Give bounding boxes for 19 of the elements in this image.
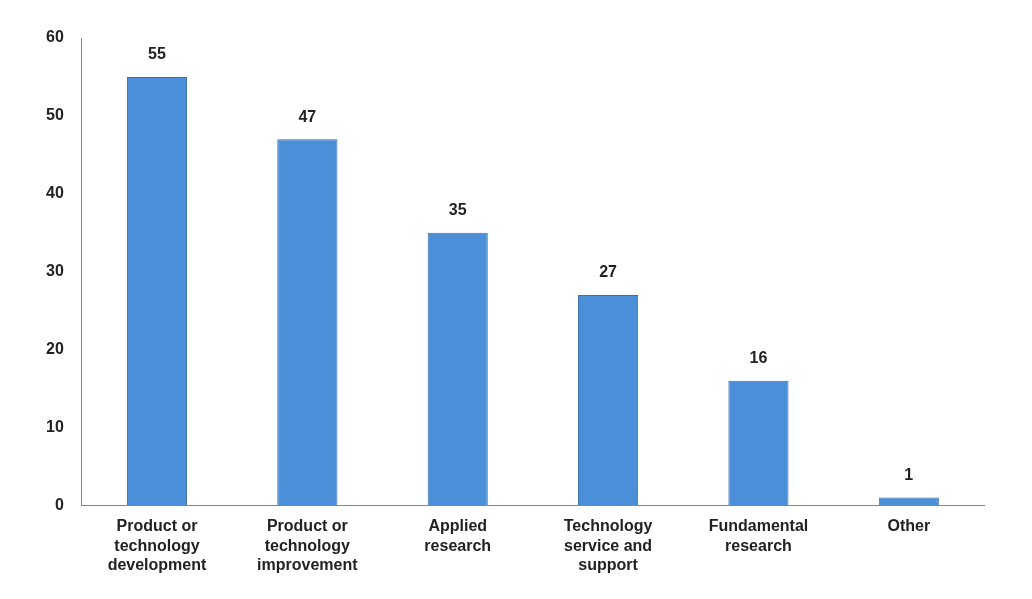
y-tick-label: 10 bbox=[46, 417, 64, 435]
data-label: 16 bbox=[749, 349, 768, 367]
y-tick-label: 30 bbox=[46, 262, 64, 280]
data-label: 47 bbox=[298, 107, 317, 125]
x-tick-label: Technology service and support bbox=[563, 517, 653, 573]
x-tick-label: Other bbox=[887, 517, 931, 535]
data-label: 35 bbox=[448, 201, 467, 219]
x-tick-label: Fundamental research bbox=[708, 517, 809, 554]
x-tick-label: Product or technology development bbox=[107, 517, 207, 573]
y-tick-label: 0 bbox=[54, 495, 64, 513]
y-tick-label: 60 bbox=[46, 28, 64, 46]
x-tick-label: Product or technology improvement bbox=[257, 517, 359, 573]
y-tick-label: 40 bbox=[46, 184, 64, 202]
data-label: 27 bbox=[599, 263, 618, 281]
y-tick-label: 50 bbox=[46, 106, 64, 124]
data-label: 55 bbox=[148, 45, 166, 63]
data-label: 1 bbox=[904, 466, 914, 484]
y-tick-label: 20 bbox=[46, 340, 64, 358]
x-tick-label: Applied research bbox=[424, 517, 492, 554]
